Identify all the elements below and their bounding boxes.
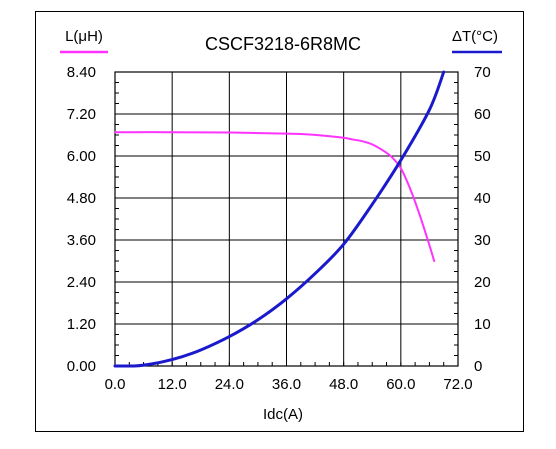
y-left-tick-label: 1.20 — [67, 316, 96, 333]
y-left-tick-label: 2.40 — [67, 274, 96, 291]
y-left-tick-label: 8.40 — [67, 64, 96, 81]
y-right-tick-label: 30 — [474, 232, 491, 249]
y-right-tick-label: 20 — [474, 274, 491, 291]
grid — [115, 72, 458, 366]
series-lines — [113, 70, 446, 368]
y-left-tick-label: 3.60 — [67, 232, 96, 249]
y-right-tick-label: 40 — [474, 190, 491, 207]
y-right-tick-label: 60 — [474, 106, 491, 123]
y-right-tick-label: 10 — [474, 316, 491, 333]
y-left-axis-title: L(μH) — [65, 28, 103, 45]
chart-title: CSCF3218-6R8MC — [205, 34, 361, 54]
y-right-tick-label: 50 — [474, 148, 491, 165]
y-right-axis-title: ΔT(°C) — [452, 28, 498, 45]
y-right-tick-label: 0 — [474, 358, 482, 375]
y-left-tick-label: 0.00 — [67, 358, 96, 375]
x-tick-label: 24.0 — [215, 376, 244, 393]
y-right-tick-labels: 0 10 20 30 40 50 60 70 — [474, 64, 491, 375]
y-left-tick-label: 6.00 — [67, 148, 96, 165]
x-tick-labels: 0.0 12.0 24.0 36.0 48.0 60.0 72.0 — [105, 376, 473, 393]
chart-frame — [35, 11, 524, 432]
x-tick-label: 72.0 — [443, 376, 472, 393]
x-tick-label: 36.0 — [272, 376, 301, 393]
x-tick-label: 0.0 — [105, 376, 126, 393]
inductance-curve — [114, 131, 436, 262]
y-left-tick-label: 7.20 — [67, 106, 96, 123]
temperature-rise-curve — [113, 70, 446, 368]
x-tick-label: 12.0 — [158, 376, 187, 393]
y-left-tick-labels: 0.00 1.20 2.40 3.60 4.80 6.00 7.20 8.40 — [67, 64, 96, 375]
x-tick-label: 48.0 — [329, 376, 358, 393]
y-left-tick-label: 4.80 — [67, 190, 96, 207]
y-right-tick-label: 70 — [474, 64, 491, 81]
x-axis-title: Idc(A) — [263, 406, 303, 423]
x-tick-label: 60.0 — [386, 376, 415, 393]
